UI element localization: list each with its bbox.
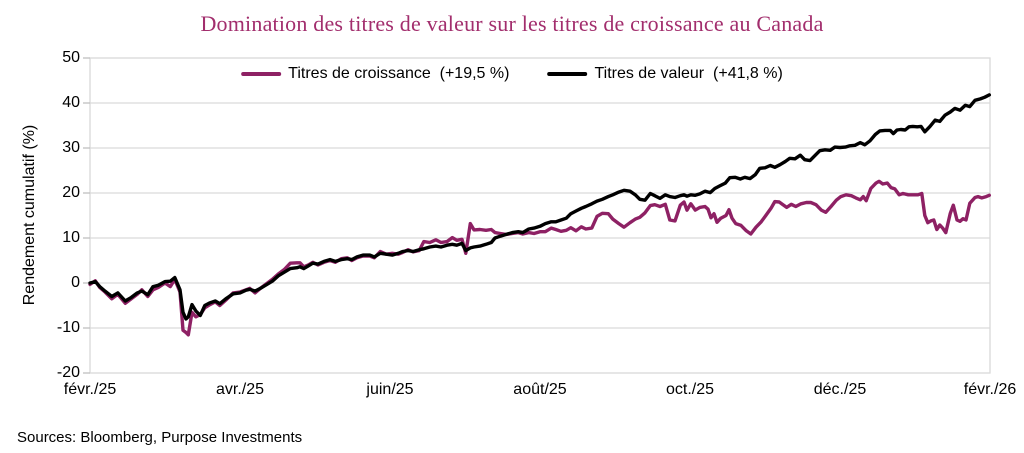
- chart-title: Domination des titres de valeur sur les …: [200, 11, 824, 36]
- legend-line-swatch-growth: [241, 71, 282, 77]
- x-tick-label: févr./26: [963, 381, 1017, 398]
- y-tick-label: 20: [62, 184, 80, 201]
- legend-line-swatch-value: [547, 71, 588, 77]
- legend-label-value: Titres de valeur (+41,8 %): [594, 65, 783, 82]
- y-tick-label: 30: [62, 139, 80, 156]
- y-tick-label: 10: [62, 229, 80, 246]
- y-tick-label: -10: [56, 319, 80, 336]
- legend-label-growth: Titres de croissance (+19,5 %): [288, 65, 510, 82]
- growth-series-line: [88, 179, 991, 337]
- x-tick-label: avr./25: [215, 381, 265, 398]
- source-note: Sources: Bloomberg, Purpose Investments: [17, 429, 303, 446]
- x-tick-label: oct./25: [665, 381, 715, 398]
- y-tick-label: 50: [62, 49, 80, 66]
- x-tick-label: févr./25: [63, 381, 117, 398]
- y-tick-label: -20: [56, 364, 80, 381]
- x-tick-label: août/25: [513, 381, 567, 398]
- y-tick-label: 40: [62, 94, 80, 111]
- legend-item-value: Titres de valeur (+41,8 %): [547, 65, 783, 83]
- value-series-line: [88, 93, 991, 321]
- x-tick-label: déc./25: [813, 381, 867, 398]
- y-tick-label: 0: [71, 274, 80, 291]
- plot-border: [89, 57, 991, 374]
- x-tick-label: juin/25: [366, 381, 414, 398]
- legend-item-growth: Titres de croissance (+19,5 %): [241, 65, 509, 83]
- chart-legend: Titres de croissance (+19,5 %) Titres de …: [225, 60, 799, 88]
